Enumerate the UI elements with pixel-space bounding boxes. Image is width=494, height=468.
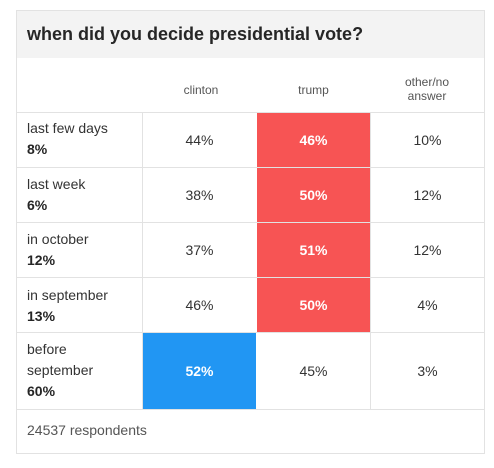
column-header-other-line1: other/no — [404, 75, 450, 89]
divider — [17, 222, 484, 223]
row-share: 6% — [27, 197, 48, 213]
clinton-value: 38% — [185, 187, 214, 203]
row-label-text: last week — [27, 176, 86, 192]
trump-value: 45% — [299, 363, 328, 379]
row-share: 60% — [27, 383, 56, 399]
column-header-other: other/no answer — [370, 75, 484, 103]
trump-value: 51% — [257, 223, 370, 277]
row-label: last week 6% — [27, 174, 85, 216]
trump-value: 50% — [257, 168, 370, 222]
exit-poll-card: when did you decide presidential vote? c… — [16, 10, 485, 454]
trump-value: 46% — [257, 113, 370, 167]
column-divider — [142, 112, 143, 409]
divider — [17, 409, 484, 410]
column-header-clinton: clinton — [183, 83, 219, 97]
trump-value: 50% — [257, 278, 370, 332]
other-value: 10% — [413, 132, 442, 148]
divider — [17, 167, 484, 168]
column-divider — [370, 112, 371, 409]
clinton-value: 52% — [143, 333, 256, 409]
row-label-text: in september — [27, 287, 108, 303]
other-value: 3% — [417, 363, 438, 379]
row-share: 12% — [27, 252, 56, 268]
divider — [17, 277, 484, 278]
row-label: last few days 8% — [27, 118, 108, 160]
row-share: 8% — [27, 141, 48, 157]
clinton-value: 37% — [185, 242, 214, 258]
title-bar: when did you decide presidential vote? — [17, 11, 484, 58]
row-label: before september 60% — [27, 339, 93, 402]
other-value: 12% — [413, 187, 442, 203]
divider — [17, 332, 484, 333]
clinton-value: 46% — [185, 297, 214, 313]
row-label: in september 13% — [27, 285, 108, 327]
column-header-trump: trump — [298, 83, 329, 97]
row-label: in october 12% — [27, 229, 88, 271]
row-share: 13% — [27, 308, 56, 324]
column-header-other-line2: answer — [407, 89, 447, 103]
divider — [17, 112, 484, 113]
clinton-value: 44% — [185, 132, 214, 148]
respondents-count: 24537 respondents — [27, 422, 147, 438]
other-value: 12% — [413, 242, 442, 258]
row-label-text: september — [27, 362, 94, 378]
row-label-text: last few days — [27, 120, 108, 136]
other-value: 4% — [417, 297, 438, 313]
row-label-text: before — [27, 341, 67, 357]
poll-title: when did you decide presidential vote? — [27, 24, 364, 44]
row-label-text: in october — [27, 231, 89, 247]
